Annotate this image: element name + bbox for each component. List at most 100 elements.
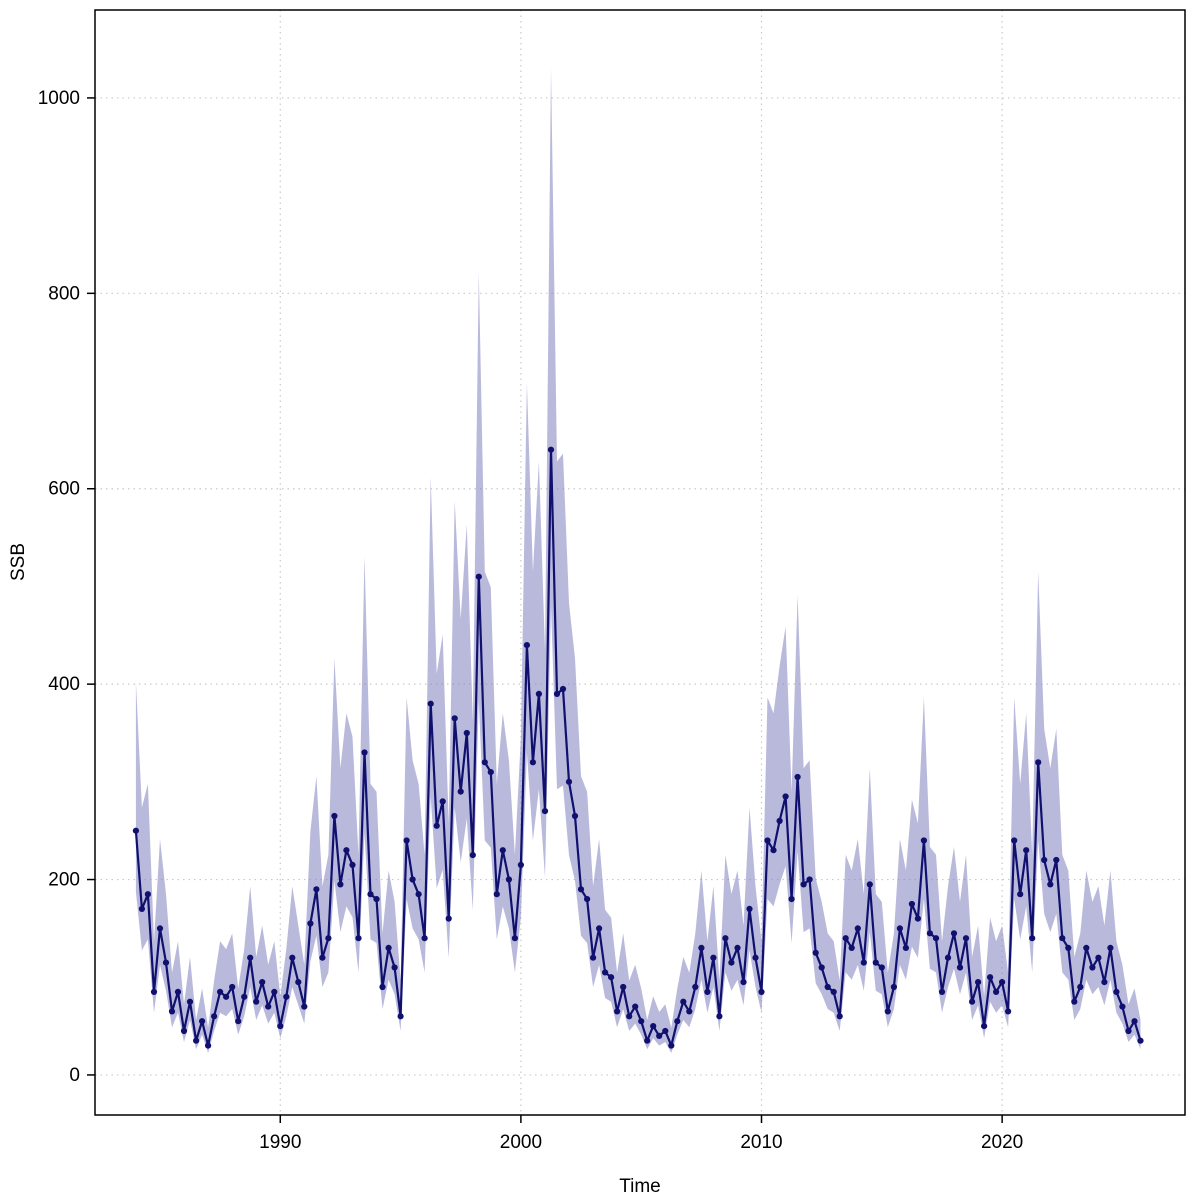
confidence-band [135, 68, 1141, 1053]
data-point [427, 700, 434, 707]
data-point [138, 905, 145, 913]
data-point [914, 915, 922, 922]
x-tick-label: 1990 [259, 1132, 301, 1153]
data-point [463, 729, 470, 737]
y-tick-label: 800 [48, 283, 80, 304]
data-point [331, 812, 338, 820]
data-point [962, 935, 970, 942]
data-point [186, 998, 194, 1005]
data-point [144, 891, 151, 898]
data-point [608, 974, 615, 981]
data-point [938, 988, 946, 996]
data-point [373, 896, 380, 903]
data-point [926, 930, 934, 937]
data-point [265, 1003, 272, 1010]
data-point [848, 944, 855, 952]
data-point [999, 979, 1006, 986]
y-axis-title: SSB [8, 543, 29, 581]
data-point [896, 925, 904, 932]
data-point [1107, 944, 1114, 952]
data-point [1053, 856, 1060, 864]
data-point [878, 964, 885, 971]
data-point [626, 1013, 633, 1020]
data-point [794, 773, 801, 781]
y-tick-label: 1000 [38, 88, 80, 109]
data-point [1065, 944, 1072, 952]
data-point [511, 935, 518, 942]
data-point [1077, 983, 1084, 991]
x-axis-title: Time [619, 1176, 661, 1197]
data-point [1059, 935, 1066, 942]
data-point [1029, 935, 1036, 942]
data-point [535, 690, 543, 698]
data-point [710, 954, 717, 961]
data-point [361, 749, 368, 756]
data-point [650, 1023, 657, 1030]
data-point [132, 827, 139, 834]
data-point [842, 935, 849, 942]
data-point [1125, 1027, 1132, 1035]
data-point [590, 954, 597, 961]
data-point [969, 998, 976, 1005]
data-point [547, 446, 555, 453]
data-point [830, 988, 837, 996]
data-point [487, 769, 494, 776]
data-point [168, 1008, 176, 1015]
data-point [319, 954, 326, 961]
data-point [662, 1027, 669, 1035]
data-point [1011, 837, 1018, 844]
data-point [433, 822, 440, 829]
data-point [656, 1032, 663, 1039]
data-point [686, 1008, 693, 1015]
data-point [674, 1018, 681, 1025]
data-point [746, 905, 753, 913]
data-point [668, 1042, 675, 1049]
data-point [776, 817, 783, 825]
data-point [1137, 1037, 1144, 1044]
data-point [271, 988, 278, 996]
data-point [517, 861, 525, 869]
data-point [975, 979, 982, 986]
data-point [241, 993, 248, 1000]
data-point [932, 935, 940, 942]
data-point [457, 788, 464, 795]
data-point [529, 759, 537, 766]
data-point [614, 1008, 621, 1015]
data-point [505, 876, 512, 883]
series-line [134, 448, 1142, 1047]
data-point [680, 998, 687, 1005]
data-point [920, 837, 928, 844]
data-point [307, 920, 314, 927]
grid-layer [95, 10, 1185, 1115]
data-point [343, 847, 350, 854]
data-point [638, 1018, 645, 1025]
data-point [451, 715, 458, 722]
data-point [788, 896, 795, 903]
data-point [439, 798, 446, 805]
data-point [415, 891, 422, 898]
data-point [1035, 759, 1042, 766]
data-point [277, 1023, 284, 1030]
data-point [734, 944, 741, 952]
series-line-layer [134, 448, 1142, 1047]
data-point [1023, 847, 1030, 854]
data-point [469, 852, 476, 859]
data-point [884, 1008, 891, 1015]
data-point [752, 954, 759, 961]
data-point [644, 1037, 651, 1044]
data-point [481, 759, 488, 766]
data-point [391, 964, 398, 971]
data-point [981, 1023, 988, 1030]
data-point [722, 935, 729, 942]
data-point [313, 886, 320, 893]
data-point [1113, 988, 1120, 996]
data-point [355, 935, 362, 942]
data-point [632, 1003, 639, 1010]
data-point [559, 685, 567, 693]
x-tick-label: 2020 [981, 1132, 1023, 1153]
data-point [409, 876, 416, 883]
y-tick-label: 0 [69, 1065, 80, 1086]
data-point [493, 891, 500, 898]
data-point [295, 979, 302, 986]
